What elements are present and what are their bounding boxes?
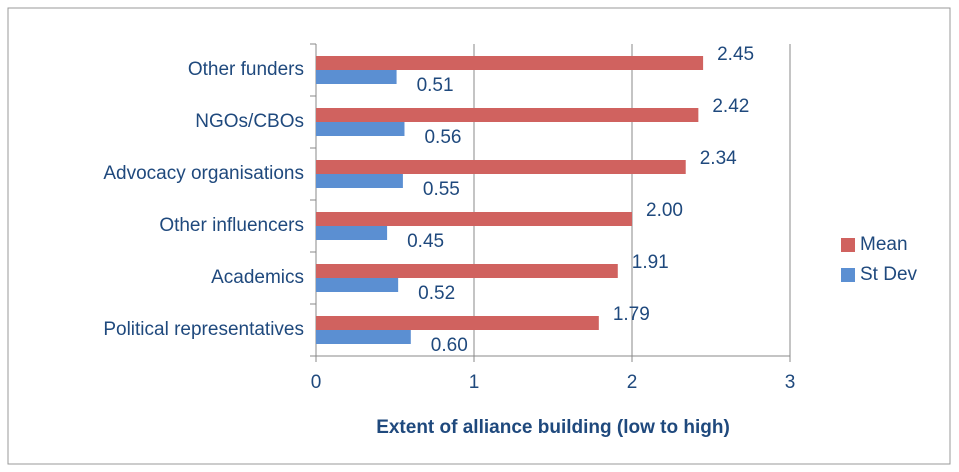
- x-tick-label: 3: [785, 372, 796, 393]
- x-tick-label: 1: [469, 372, 480, 393]
- y-tick-label: Other funders: [188, 59, 304, 80]
- bar: [316, 174, 403, 188]
- bar: [316, 330, 411, 344]
- data-label: 0.45: [407, 231, 444, 252]
- bar: [316, 278, 399, 292]
- data-label: 0.60: [431, 335, 468, 356]
- chart-border: [7, 7, 951, 465]
- legend-swatch: [841, 238, 855, 252]
- bar: [316, 316, 599, 330]
- legend-swatch: [841, 268, 855, 282]
- data-label: 0.56: [424, 127, 461, 148]
- data-label: 0.55: [423, 179, 460, 200]
- x-tick-label: 2: [627, 372, 638, 393]
- x-tick-label: 0: [311, 372, 322, 393]
- legend-label: Mean: [860, 234, 908, 255]
- data-label: 0.52: [418, 283, 455, 304]
- bar: [316, 160, 686, 174]
- y-tick-label: Advocacy organisations: [103, 163, 304, 184]
- data-label: 0.51: [417, 75, 454, 96]
- bar: [316, 56, 704, 70]
- data-label: 1.79: [613, 304, 650, 325]
- bar: [316, 70, 397, 84]
- y-tick-label: Other influencers: [159, 215, 304, 236]
- y-tick-label: NGOs/CBOs: [195, 111, 304, 132]
- bar: [316, 212, 632, 226]
- y-tick-label: Academics: [211, 267, 304, 288]
- bar: [316, 226, 388, 240]
- y-tick-label: Political representatives: [103, 319, 304, 340]
- data-label: 1.91: [632, 252, 669, 273]
- data-label: 2.34: [700, 148, 737, 169]
- data-label: 2.42: [712, 96, 749, 117]
- x-axis-title: Extent of alliance building (low to high…: [376, 417, 730, 438]
- legend-label: St Dev: [860, 264, 918, 285]
- data-label: 2.00: [646, 200, 683, 221]
- bar: [316, 108, 699, 122]
- bar: [316, 264, 618, 278]
- bar: [316, 122, 405, 136]
- data-label: 2.45: [717, 44, 754, 65]
